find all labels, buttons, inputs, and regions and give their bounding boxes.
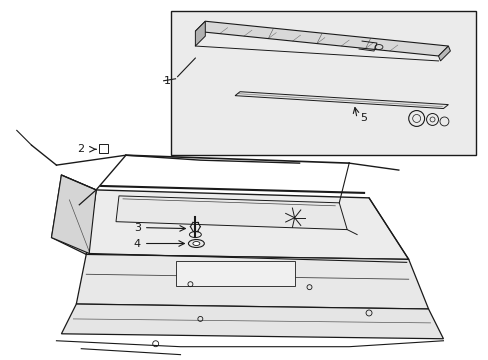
Text: 1: 1 — [163, 76, 170, 86]
Polygon shape — [51, 175, 96, 255]
Text: 2: 2 — [77, 144, 84, 154]
Polygon shape — [438, 46, 449, 61]
Text: 4: 4 — [133, 239, 141, 248]
Polygon shape — [86, 190, 408, 260]
Ellipse shape — [188, 239, 204, 247]
Polygon shape — [76, 255, 427, 309]
Bar — [170, 11, 475, 155]
Polygon shape — [195, 21, 205, 46]
Polygon shape — [195, 21, 447, 56]
Polygon shape — [235, 92, 447, 109]
Bar — [99, 144, 108, 153]
Text: 5: 5 — [359, 113, 366, 123]
Ellipse shape — [192, 242, 200, 246]
Polygon shape — [61, 304, 443, 339]
Text: 3: 3 — [134, 222, 141, 233]
Polygon shape — [116, 196, 346, 230]
Polygon shape — [51, 175, 96, 253]
Bar — [175, 261, 294, 286]
